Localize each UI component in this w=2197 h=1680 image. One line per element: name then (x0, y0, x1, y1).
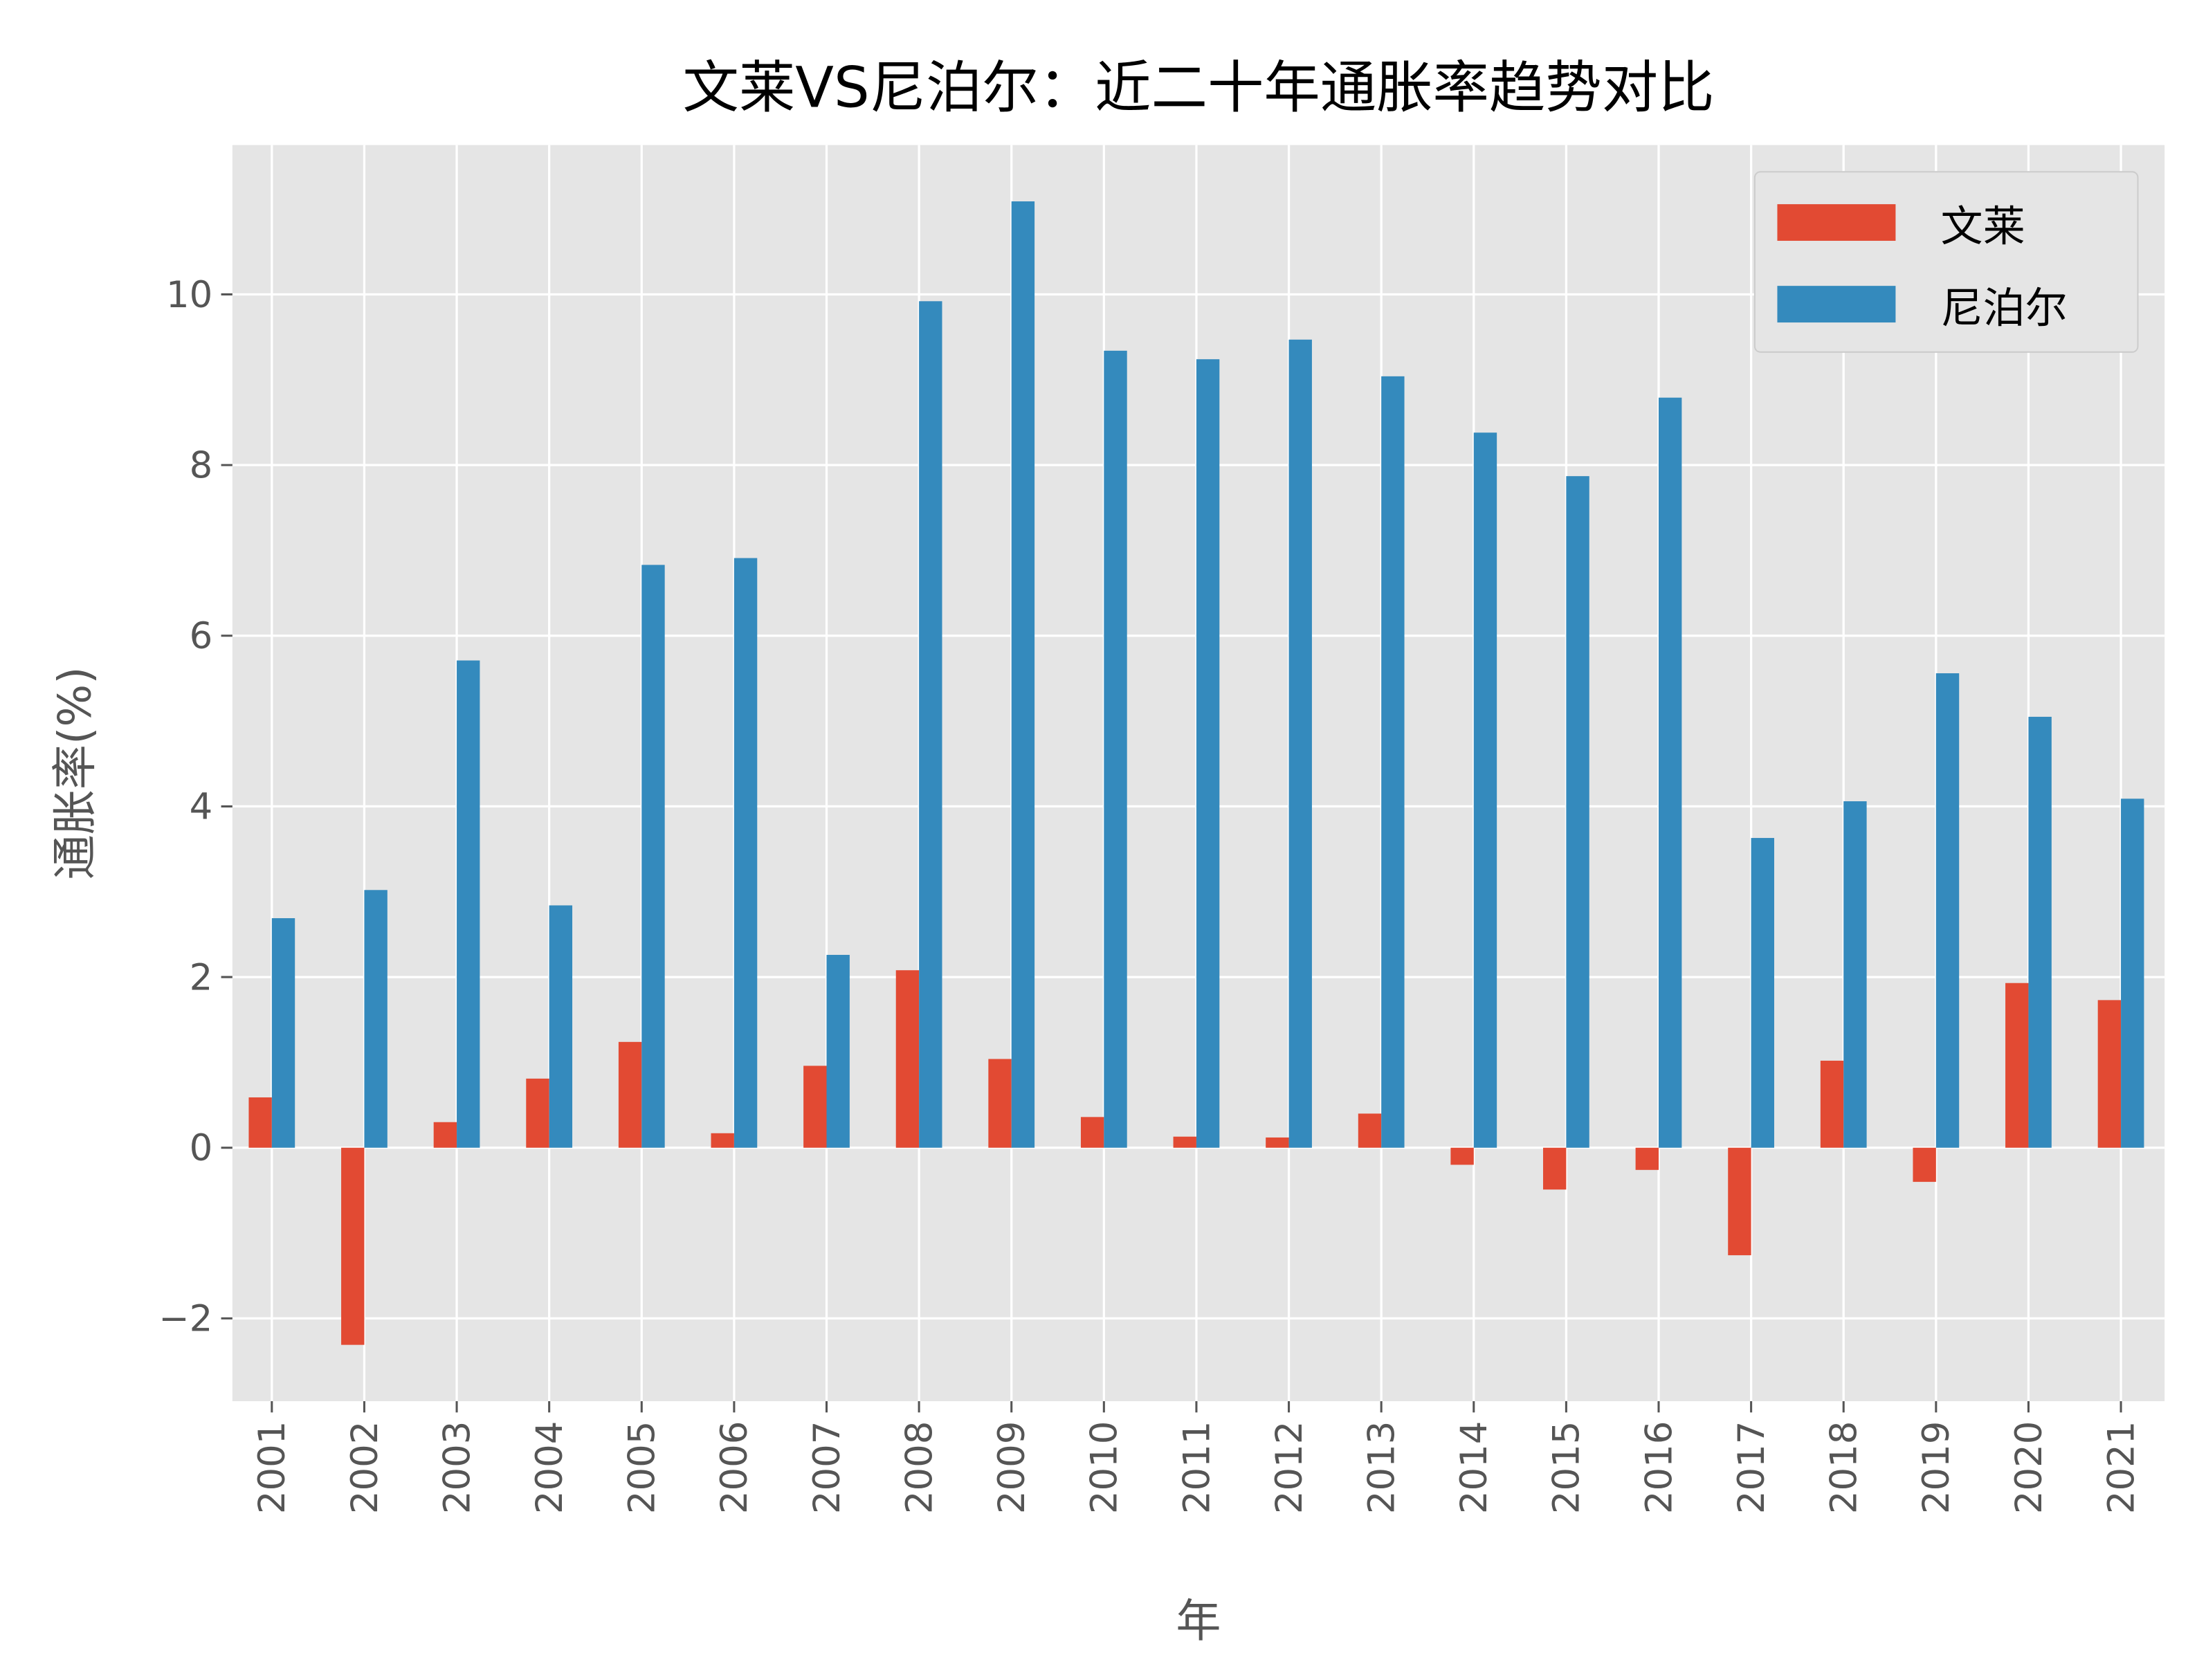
bar-brunei-2009 (988, 1059, 1012, 1148)
y-tick-label: 6 (190, 615, 213, 657)
bar-nepal-2011 (1196, 359, 1220, 1148)
bar-nepal-2010 (1104, 350, 1127, 1148)
bar-nepal-2009 (1011, 201, 1035, 1148)
x-tick-label: 2011 (1176, 1421, 1218, 1515)
bar-nepal-2005 (641, 565, 665, 1148)
x-tick-label: 2018 (1823, 1421, 1866, 1515)
x-tick-label: 2008 (898, 1421, 940, 1515)
bar-brunei-2019 (1913, 1147, 1936, 1183)
bar-brunei-2007 (803, 1066, 827, 1148)
bar-brunei-2011 (1173, 1136, 1196, 1148)
bar-brunei-2005 (618, 1041, 642, 1148)
x-tick-label: 2007 (806, 1421, 848, 1515)
y-tick-label: 10 (166, 274, 212, 316)
legend: 文莱 尼泊尔 (1753, 171, 2139, 353)
bar-nepal-2014 (1473, 432, 1497, 1148)
bar-brunei-2002 (341, 1147, 365, 1345)
bar-brunei-2010 (1080, 1117, 1104, 1148)
y-tick-label: 0 (190, 1127, 213, 1169)
y-tick-label: 4 (190, 786, 213, 828)
bar-brunei-2014 (1450, 1147, 1474, 1165)
x-tick-label: 2019 (1915, 1421, 1958, 1515)
bar-nepal-2020 (2028, 716, 2052, 1148)
bar-nepal-2012 (1288, 339, 1312, 1148)
bar-brunei-2013 (1358, 1113, 1382, 1148)
bar-nepal-2017 (1751, 838, 1774, 1148)
x-tick-label: 2020 (2008, 1421, 2050, 1515)
y-tick-label: 8 (190, 444, 213, 486)
x-axis-label: 年 (1176, 1596, 1221, 1647)
x-tick-label: 2017 (1731, 1421, 1773, 1515)
bar-nepal-2019 (1935, 673, 1960, 1148)
bar-brunei-2017 (1728, 1147, 1751, 1256)
bar-brunei-2015 (1543, 1147, 1567, 1190)
bar-brunei-2006 (711, 1133, 734, 1148)
bar-brunei-2020 (2005, 983, 2029, 1148)
x-tick-label: 2005 (621, 1421, 664, 1515)
bar-nepal-2018 (1843, 801, 1867, 1148)
bar-brunei-2018 (1820, 1060, 1844, 1148)
bar-nepal-2016 (1659, 397, 1682, 1148)
bar-brunei-2003 (433, 1122, 457, 1148)
bar-nepal-2007 (826, 955, 850, 1148)
bar-nepal-2008 (919, 301, 942, 1148)
bar-nepal-2003 (457, 660, 480, 1148)
bar-brunei-2004 (526, 1078, 549, 1148)
bar-brunei-2012 (1266, 1137, 1289, 1148)
bar-brunei-2008 (895, 970, 920, 1148)
y-tick-label: 2 (190, 956, 213, 998)
x-tick-label: 2016 (1638, 1421, 1680, 1515)
bar-nepal-2015 (1566, 476, 1589, 1148)
bar-nepal-2006 (733, 558, 758, 1148)
x-tick-label: 2003 (436, 1421, 478, 1515)
bar-nepal-2001 (271, 917, 295, 1148)
bar-nepal-2004 (549, 905, 573, 1148)
bar-brunei-2016 (1635, 1147, 1659, 1170)
x-tick-label: 2009 (991, 1421, 1033, 1515)
x-tick-label: 2004 (529, 1421, 571, 1515)
bar-brunei-2021 (2097, 1000, 2122, 1148)
legend-label-nepal: 尼泊尔 (1941, 284, 2068, 333)
x-tick-label: 2013 (1360, 1421, 1403, 1515)
chart-title: 文莱VS尼泊尔：近二十年通胀率趋势对比 (683, 55, 1715, 121)
bar-brunei-2001 (248, 1097, 272, 1148)
bar-nepal-2021 (2121, 798, 2144, 1148)
legend-label-brunei: 文莱 (1941, 202, 2025, 251)
legend-swatch-nepal (1777, 286, 1896, 323)
x-tick-label: 2012 (1268, 1421, 1311, 1515)
y-axis-label: 通胀率(%) (49, 666, 101, 879)
x-tick-label: 2001 (251, 1421, 293, 1515)
x-tick-label: 2014 (1453, 1421, 1495, 1515)
x-tick-label: 2015 (1546, 1421, 1588, 1515)
x-tick-label: 2002 (344, 1421, 386, 1515)
bar-nepal-2002 (364, 890, 388, 1148)
y-tick-label: −2 (158, 1298, 212, 1340)
x-tick-label: 2006 (713, 1421, 756, 1515)
legend-swatch-brunei (1777, 204, 1896, 241)
bar-nepal-2013 (1381, 376, 1405, 1148)
x-tick-label: 2021 (2100, 1421, 2142, 1515)
x-tick-label: 2010 (1084, 1421, 1126, 1515)
